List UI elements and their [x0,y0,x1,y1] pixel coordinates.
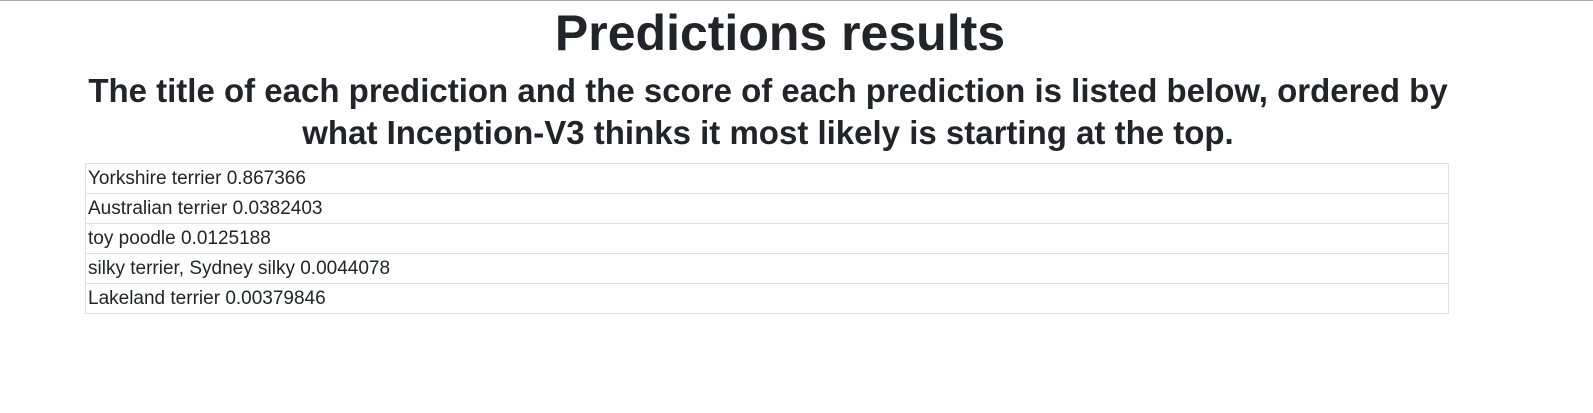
prediction-label: silky terrier, Sydney silky [88,258,295,279]
predictions-table: Yorkshire terrier 0.867366 Australian te… [85,163,1449,314]
prediction-score: 0.00379846 [225,288,326,309]
prediction-score: 0.0044078 [300,258,391,279]
table-row: Australian terrier 0.0382403 [85,193,1449,224]
prediction-score: 0.0125188 [180,228,271,249]
page-subtitle: The title of each prediction and the sco… [88,72,1448,151]
prediction-score: 0.867366 [226,168,306,189]
prediction-cell: silky terrier, Sydney silky 0.0044078 [85,253,1449,284]
prediction-cell: Yorkshire terrier 0.867366 [85,163,1449,194]
table-row: toy poodle 0.0125188 [85,223,1449,254]
prediction-cell: toy poodle 0.0125188 [85,223,1449,254]
table-row: Lakeland terrier 0.00379846 [85,283,1449,314]
prediction-score: 0.0382403 [232,198,323,219]
table-row: silky terrier, Sydney silky 0.0044078 [85,253,1449,284]
table-row: Yorkshire terrier 0.867366 [85,163,1449,194]
prediction-cell: Australian terrier 0.0382403 [85,193,1449,224]
prediction-cell: Lakeland terrier 0.00379846 [85,283,1449,314]
prediction-label: Australian terrier [88,198,228,219]
prediction-label: Lakeland terrier [88,288,221,309]
prediction-label: toy poodle [88,228,176,249]
browser-top-border [0,0,1593,1]
page-title: Predictions results [554,5,1006,61]
prediction-label: Yorkshire terrier [88,168,222,189]
